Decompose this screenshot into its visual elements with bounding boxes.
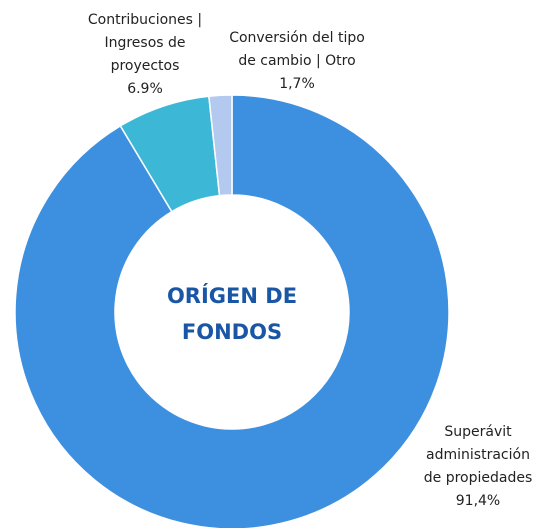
slice-label: Superávit [444,424,512,440]
center-title: ORÍGEN DE [167,283,297,308]
slice-label: Ingresos de [104,35,185,51]
value-label: 6.9% [127,81,163,97]
value-label: 1,7% [279,76,315,92]
donut-slice [208,94,233,197]
value-label: 91,4% [456,493,500,509]
slice-label: de cambio | Otro [238,53,355,69]
slice-label: de propiedades [424,470,533,486]
slice-label: Conversión del tipo [229,30,365,46]
donut-slice [14,94,450,528]
slice-label: Contribuciones | [88,12,202,28]
slice-label: administración [426,447,530,463]
slice-label: proyectos [111,58,180,74]
center-title: FONDOS [182,320,282,344]
